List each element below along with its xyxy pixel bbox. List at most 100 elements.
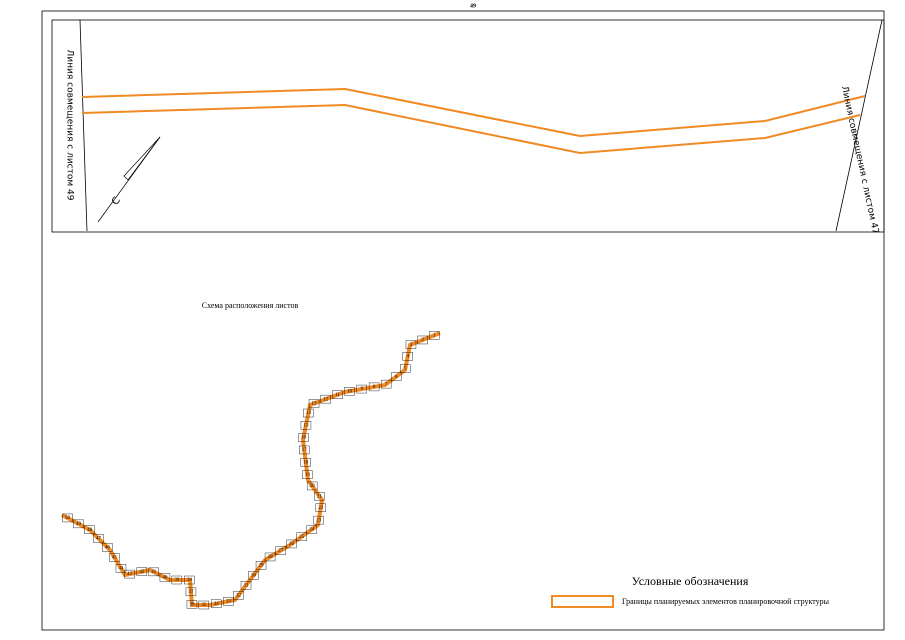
sheet-box bbox=[296, 532, 307, 541]
sheet-number: 6 bbox=[395, 375, 398, 380]
legend-title: Условные обозначения bbox=[632, 574, 749, 588]
sheet-box bbox=[136, 567, 148, 576]
sheet-number: 25 bbox=[299, 535, 305, 540]
sheet-number: 31 bbox=[244, 583, 250, 588]
sheet-number: 26 bbox=[289, 542, 295, 547]
sheet-box bbox=[332, 390, 343, 399]
sheet-number: 48 bbox=[87, 528, 93, 533]
legend-item: Границы планируемых элементов планировоч… bbox=[622, 597, 830, 606]
sheet-box bbox=[308, 399, 320, 408]
sheet-number: 9 bbox=[361, 387, 364, 392]
sheet-box bbox=[380, 379, 392, 389]
sheet-number: 17 bbox=[302, 448, 308, 453]
sheet-box bbox=[93, 534, 104, 543]
sheet-number: 8 bbox=[373, 385, 376, 390]
sheet-number: 1 bbox=[433, 333, 436, 338]
sheet-box bbox=[286, 539, 297, 549]
route: 1234567891011121314151617181920212223242… bbox=[61, 331, 441, 610]
sheet-box bbox=[298, 433, 309, 442]
sheet-number: 49 bbox=[76, 522, 82, 527]
sheet-box bbox=[320, 394, 331, 404]
sheet-box bbox=[300, 458, 311, 467]
sheet-number: 44 bbox=[118, 566, 124, 571]
sheet-box bbox=[428, 331, 440, 340]
sheet-number: 5 bbox=[404, 367, 407, 372]
sheet-number: 47 bbox=[96, 537, 102, 542]
sheet-number: 18 bbox=[303, 461, 309, 466]
sheet-box bbox=[109, 553, 120, 562]
sheet-box bbox=[368, 382, 380, 392]
map-frame bbox=[51, 19, 885, 233]
sheet-number: 16 bbox=[301, 436, 307, 441]
sheet-box bbox=[315, 503, 326, 512]
sheet-box bbox=[306, 525, 318, 534]
sheet-number: 34 bbox=[214, 602, 220, 607]
sheet-number: 19 bbox=[305, 473, 311, 478]
sheet-number: 2 bbox=[421, 338, 424, 343]
sheet-number: 23 bbox=[316, 518, 322, 523]
sheet-box bbox=[306, 481, 318, 491]
sheet-box bbox=[223, 597, 234, 606]
legend-swatch bbox=[551, 595, 614, 608]
sheet-box bbox=[255, 561, 267, 570]
sheet-box bbox=[185, 587, 197, 597]
sheet-number: 50 bbox=[65, 516, 71, 521]
sheet-box bbox=[300, 421, 312, 430]
match-line bbox=[79, 19, 88, 232]
sheet-number: 14 bbox=[306, 411, 312, 416]
sheet-number: 29 bbox=[259, 563, 265, 568]
sheet-box bbox=[405, 340, 417, 349]
sheet-box bbox=[275, 546, 287, 555]
sheet-number: 39 bbox=[174, 578, 180, 583]
sheet-box bbox=[148, 567, 159, 577]
sheet-number: 4 bbox=[406, 354, 409, 359]
sheet-box bbox=[302, 470, 313, 479]
sheet-number: 33 bbox=[226, 599, 232, 604]
sheet-number: 38 bbox=[187, 578, 193, 583]
sheet-box bbox=[115, 564, 127, 573]
sheet-box bbox=[159, 573, 171, 582]
sheet-box bbox=[171, 575, 183, 585]
sheet-number: 45 bbox=[112, 556, 118, 561]
sheet-box bbox=[73, 519, 84, 529]
page-number: 49 bbox=[470, 3, 476, 9]
sheet-box bbox=[184, 575, 195, 585]
north-arrow: С bbox=[97, 136, 161, 223]
north-label: С bbox=[110, 195, 123, 207]
match-label: Линия совмещения с листом 49 bbox=[65, 50, 75, 201]
sheet-number: 30 bbox=[251, 573, 257, 578]
sheet-box bbox=[344, 387, 355, 396]
sheet-number: 27 bbox=[278, 549, 284, 554]
sheet-box bbox=[303, 408, 314, 418]
sheet-number: 37 bbox=[188, 590, 194, 595]
sheet-number: 22 bbox=[318, 506, 324, 511]
sheet-number: 32 bbox=[236, 593, 242, 598]
sheet-number: 40 bbox=[162, 576, 168, 581]
sheet-box bbox=[240, 581, 252, 590]
sheet-box bbox=[313, 515, 324, 525]
sheet-box bbox=[390, 372, 402, 381]
sheet-number: 7 bbox=[385, 382, 388, 387]
sheet-number: 35 bbox=[201, 603, 207, 608]
sheet-number: 20 bbox=[310, 484, 316, 489]
sheet-box bbox=[402, 352, 413, 361]
sheet-number: 15 bbox=[303, 423, 309, 428]
sheet-number: 43 bbox=[127, 572, 133, 577]
sheet-box bbox=[356, 384, 367, 394]
sheet-box bbox=[264, 552, 276, 562]
sheet-box bbox=[233, 591, 244, 600]
sheet-number: 46 bbox=[105, 545, 111, 550]
match-line bbox=[835, 19, 883, 232]
boundary bbox=[81, 87, 866, 138]
sheet-box bbox=[248, 571, 259, 580]
sheet-box bbox=[314, 492, 325, 501]
sheet-number: 28 bbox=[268, 555, 274, 560]
sheet-number: 24 bbox=[309, 528, 315, 533]
sheet-box bbox=[62, 513, 73, 523]
sheet-box bbox=[400, 364, 411, 373]
sheet-number: 10 bbox=[347, 389, 353, 394]
sheet-box bbox=[211, 599, 222, 608]
sheet-number: 21 bbox=[317, 494, 323, 499]
frame bbox=[41, 10, 885, 631]
